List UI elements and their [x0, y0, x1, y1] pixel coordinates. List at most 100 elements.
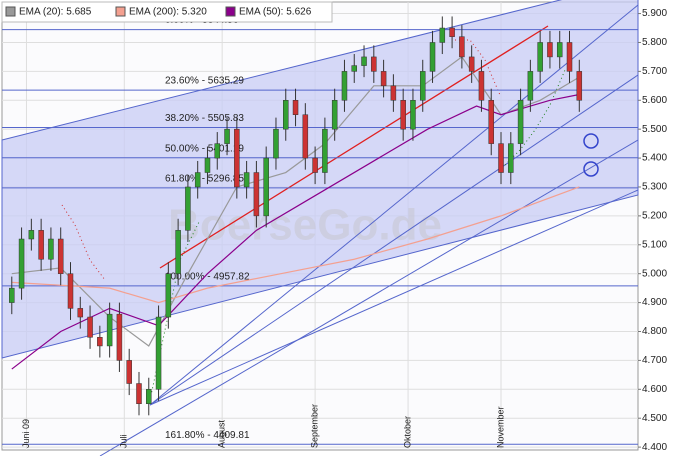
candle-body [400, 100, 406, 130]
highlight-circle [583, 161, 599, 177]
y-tick-label: 5.400 [642, 153, 667, 164]
candle-body [547, 42, 553, 58]
candle-body [498, 143, 504, 173]
candle-body [439, 27, 446, 43]
candle-body [126, 360, 132, 384]
candle-body [67, 273, 74, 309]
x-tick-label: September [309, 404, 319, 448]
fan-line [149, 4, 639, 406]
candle-body [136, 383, 142, 405]
fib-label: 161.80% - 4409.81 [165, 430, 250, 441]
candle-body [57, 238, 64, 274]
legend-box [1, 1, 333, 23]
candle-body [204, 157, 211, 173]
candle-body [234, 128, 240, 188]
fib-label: 61.80% - 5296.85 [165, 174, 244, 185]
candle-body [194, 172, 201, 188]
candle-body [468, 56, 475, 72]
legend-label: EMA (20): 5.685 [19, 7, 92, 18]
legend-label: EMA (50): 5.626 [239, 7, 312, 18]
candle-body [419, 71, 426, 101]
candle-body [566, 42, 573, 72]
highlight-circle [583, 133, 599, 149]
candle-body [390, 85, 397, 101]
candle-body [243, 172, 250, 188]
candle-body [341, 71, 348, 101]
candle-body [77, 308, 84, 318]
candle-body [18, 238, 25, 289]
candle-body [488, 100, 494, 144]
candle-body [537, 42, 543, 72]
y-tick-label: 5.500 [642, 124, 667, 135]
candle-body [302, 114, 309, 159]
y-tick-label: 5.200 [642, 211, 667, 222]
candle-body [28, 230, 35, 240]
candle-body [116, 313, 123, 361]
legend-swatch [225, 6, 236, 17]
legend-label: EMA (200): 5.320 [129, 7, 207, 18]
candle-body [155, 316, 162, 390]
y-tick-label: 5.800 [642, 37, 667, 48]
candle-body [175, 230, 181, 274]
legend-swatch [5, 6, 16, 17]
fan-lines [99, 4, 639, 456]
fib-label: 23.60% - 5635.29 [165, 76, 244, 87]
dotted-indicator [504, 69, 566, 166]
candle-body [429, 42, 436, 72]
candle-body [97, 337, 103, 347]
legend: EMA (20): 5.685 EMA (200): 5.320 EMA (50):… [1, 1, 333, 23]
candle-body [224, 128, 230, 144]
candle-body [410, 100, 416, 130]
y-tick-label: 5.600 [642, 95, 667, 106]
y-tick-label: 4.700 [642, 355, 667, 366]
candle-body [478, 71, 485, 101]
candle-body [312, 157, 318, 173]
watermark: BoerseGo.de [168, 201, 442, 250]
candle-body [185, 186, 191, 231]
y-tick-label: 4.900 [642, 297, 667, 308]
candle-body [361, 56, 367, 66]
candle-body [48, 238, 54, 260]
x-tick-label: Oktober [402, 416, 412, 448]
x-tick-label: November [495, 406, 505, 448]
fan-line [99, 139, 639, 456]
fib-label: 38.20% - 5505.83 [165, 113, 244, 124]
y-tick-label: 5.100 [642, 239, 667, 250]
candle-body [517, 100, 524, 144]
ema-line [11, 186, 580, 304]
y-tick-label: 5.300 [642, 182, 667, 193]
candle-body [273, 128, 279, 159]
candle-body [106, 313, 113, 347]
candle-body [351, 65, 357, 72]
candle-body [38, 230, 44, 260]
candle-body [9, 287, 15, 303]
candle-body [165, 273, 172, 318]
x-tick-label: Juni 09 [21, 419, 31, 448]
fan-line [149, 189, 639, 406]
candle-body [449, 27, 455, 37]
y-tick-label: 4.500 [642, 413, 667, 424]
x-tick-label: Juli [119, 434, 129, 448]
candle-body [283, 100, 289, 130]
candle-body [322, 128, 328, 173]
y-tick-label: 5.000 [642, 268, 667, 279]
candle-body [380, 71, 387, 87]
y-tick-label: 4.800 [642, 326, 667, 337]
y-tick-label: 5.900 [642, 8, 667, 19]
candle-body [146, 389, 152, 405]
candle-body [253, 172, 260, 217]
candle-body [371, 56, 377, 72]
candle-body [527, 71, 534, 101]
candle-body [459, 36, 465, 58]
y-tick-label: 4.600 [642, 384, 667, 395]
fan-line [149, 74, 639, 406]
candle-body [292, 100, 299, 115]
red-trend-line [159, 25, 549, 269]
y-tick-label: 5.700 [642, 66, 667, 77]
candle-body [214, 143, 221, 159]
legend-swatch [115, 6, 126, 17]
candle-body [263, 157, 269, 217]
